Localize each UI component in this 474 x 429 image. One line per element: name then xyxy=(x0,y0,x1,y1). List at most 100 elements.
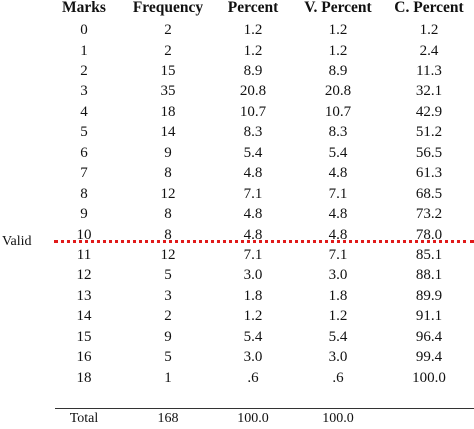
header-valid-percent: V. Percent xyxy=(304,0,372,16)
cell-marks: 4 xyxy=(80,103,88,120)
cell-valid-percent: 7.1 xyxy=(328,246,348,263)
cell-cumulative-percent: 1.2 xyxy=(419,22,439,38)
cell-marks: 1 xyxy=(80,42,88,59)
cell-valid-percent: 20.8 xyxy=(324,83,352,100)
cell-frequency: 2 xyxy=(164,308,172,325)
cell-marks: 2 xyxy=(80,62,88,79)
cell-marks: 16 xyxy=(76,349,92,366)
cell-percent: 3.0 xyxy=(243,349,263,366)
cell-percent: 4.8 xyxy=(243,165,263,182)
table-row: 16 5 3.0 3.0 99.4 xyxy=(0,347,474,367)
total-separator-rule xyxy=(55,408,474,409)
table-row: 5 14 8.3 8.3 51.2 xyxy=(0,122,474,142)
table-header-row: Marks Frequency Percent V. Percent C. Pe… xyxy=(0,0,474,18)
table-row: 6 9 5.4 5.4 56.5 xyxy=(0,143,474,163)
cell-frequency: 15 xyxy=(160,62,176,79)
cell-frequency: 18 xyxy=(160,103,176,120)
cell-frequency: 2 xyxy=(164,22,172,38)
table-row: 9 8 4.8 4.8 73.2 xyxy=(0,204,474,224)
cell-percent: 1.2 xyxy=(243,308,263,325)
cell-valid-percent: 3.0 xyxy=(328,267,348,284)
total-valid-percent: 100.0 xyxy=(322,411,354,426)
cell-percent: 7.1 xyxy=(243,185,263,202)
cell-frequency: 14 xyxy=(160,124,176,141)
cell-percent: 1.2 xyxy=(243,22,263,38)
total-percent: 100.0 xyxy=(237,411,269,426)
cell-cumulative-percent: 11.3 xyxy=(416,62,442,79)
table-row: 14 2 1.2 1.2 91.1 xyxy=(0,306,474,326)
cell-frequency: 12 xyxy=(160,185,176,202)
cell-cumulative-percent: 56.5 xyxy=(415,144,443,161)
cell-percent: 7.1 xyxy=(243,246,263,263)
cell-valid-percent: 1.8 xyxy=(328,287,348,304)
cell-cumulative-percent: 32.1 xyxy=(415,83,443,100)
cell-marks: 11 xyxy=(76,246,92,263)
table-row: 11 12 7.1 7.1 85.1 xyxy=(0,245,474,265)
cell-frequency: 8 xyxy=(164,206,172,222)
table-row: 3 35 20.8 20.8 32.1 xyxy=(0,81,474,101)
cell-frequency: 8 xyxy=(164,226,172,243)
cell-cumulative-percent: 78.0 xyxy=(415,226,443,243)
cell-valid-percent: 1.2 xyxy=(328,308,348,325)
cell-valid-percent: 4.8 xyxy=(328,165,348,182)
total-frequency: 168 xyxy=(157,411,179,426)
cell-percent: 4.8 xyxy=(243,206,263,222)
cell-frequency: 8 xyxy=(164,165,172,182)
cell-cumulative-percent: 2.4 xyxy=(419,42,439,59)
cell-percent: 5.4 xyxy=(243,144,263,161)
cell-cumulative-percent: 85.1 xyxy=(415,246,443,263)
cell-marks: 0 xyxy=(80,22,88,38)
cell-percent: 5.4 xyxy=(243,328,263,345)
table-row: 13 3 1.8 1.8 89.9 xyxy=(0,286,474,306)
cell-marks: 14 xyxy=(76,308,92,325)
cell-percent: 8.9 xyxy=(243,62,263,79)
cell-frequency: 3 xyxy=(164,287,172,304)
cell-marks: 15 xyxy=(76,328,92,345)
table-row: 0 2 1.2 1.2 1.2 xyxy=(0,20,474,40)
cell-valid-percent: 1.2 xyxy=(328,42,348,59)
cell-valid-percent: 5.4 xyxy=(328,144,348,161)
table-row: 2 15 8.9 8.9 11.3 xyxy=(0,61,474,81)
cell-frequency: 5 xyxy=(164,349,172,366)
header-percent: Percent xyxy=(227,0,279,16)
cell-frequency: 12 xyxy=(160,246,176,263)
table-row: 4 18 10.7 10.7 42.9 xyxy=(0,102,474,122)
cell-percent: 1.8 xyxy=(243,287,263,304)
cell-percent: 20.8 xyxy=(239,83,267,100)
table-row: 15 9 5.4 5.4 96.4 xyxy=(0,327,474,347)
cell-valid-percent: 8.9 xyxy=(328,62,348,79)
cell-cumulative-percent: 100.0 xyxy=(412,369,446,386)
cell-cumulative-percent: 68.5 xyxy=(415,185,443,202)
cutoff-dotted-line xyxy=(54,240,474,243)
header-marks: Marks xyxy=(62,0,106,16)
cell-marks: 7 xyxy=(80,165,88,182)
cell-valid-percent: 5.4 xyxy=(328,328,348,345)
total-row: Total 168 100.0 100.0 xyxy=(0,409,474,429)
cell-cumulative-percent: 73.2 xyxy=(415,206,443,222)
cell-percent: 3.0 xyxy=(243,267,263,284)
cell-frequency: 9 xyxy=(164,144,172,161)
cell-marks: 8 xyxy=(80,185,88,202)
cell-cumulative-percent: 88.1 xyxy=(415,267,443,284)
cell-cumulative-percent: 89.9 xyxy=(415,287,443,304)
cell-percent: 10.7 xyxy=(239,103,267,120)
valid-group-label: Valid xyxy=(2,234,32,249)
table-row: 12 5 3.0 3.0 88.1 xyxy=(0,265,474,285)
cell-percent: .6 xyxy=(247,369,259,386)
cell-marks: 5 xyxy=(80,124,88,141)
cell-frequency: 2 xyxy=(164,42,172,59)
cell-frequency: 35 xyxy=(160,83,176,100)
cell-marks: 13 xyxy=(76,287,92,304)
cell-valid-percent: 10.7 xyxy=(324,103,352,120)
header-cumulative-percent: C. Percent xyxy=(394,0,464,16)
cell-cumulative-percent: 91.1 xyxy=(415,308,443,325)
table-row: 18 1 .6 .6 100.0 xyxy=(0,368,474,388)
cell-marks: 9 xyxy=(80,206,88,222)
header-frequency: Frequency xyxy=(132,0,204,16)
table-row: 7 8 4.8 4.8 61.3 xyxy=(0,163,474,183)
cell-valid-percent: 8.3 xyxy=(328,124,348,141)
cell-percent: 4.8 xyxy=(243,226,263,243)
total-label: Total xyxy=(69,411,99,426)
cell-valid-percent: 1.2 xyxy=(328,22,348,38)
